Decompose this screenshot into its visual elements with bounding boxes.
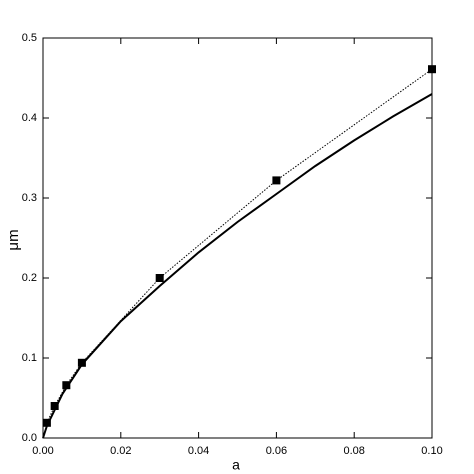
x-tick-label: 0.10 [421, 445, 442, 457]
marker [155, 274, 164, 282]
curve [42, 93, 433, 439]
x-tick-label: 0.00 [32, 445, 53, 457]
x-axis-label: a [232, 457, 240, 473]
y-tick-label: 0.2 [22, 272, 37, 284]
marker [77, 358, 86, 367]
marker [50, 402, 59, 410]
y-tick-label: 0.0 [22, 432, 37, 444]
dotted-line [46, 68, 433, 424]
marker [62, 381, 71, 390]
y-tick-label: 0.1 [22, 352, 37, 364]
y-tick-label: 0.5 [22, 32, 37, 44]
plot-frame [42, 37, 433, 439]
x-tick-label: 0.04 [188, 445, 209, 457]
y-tick-label: 0.4 [22, 112, 37, 124]
marker [42, 418, 51, 427]
marker [428, 65, 436, 74]
y-tick-label: 0.3 [22, 192, 37, 204]
x-tick-label: 0.06 [266, 445, 287, 457]
marker [272, 176, 281, 185]
x-tick-label: 0.08 [343, 445, 364, 457]
x-tick-label: 0.02 [110, 445, 131, 457]
y-axis-label: μm [5, 229, 22, 250]
